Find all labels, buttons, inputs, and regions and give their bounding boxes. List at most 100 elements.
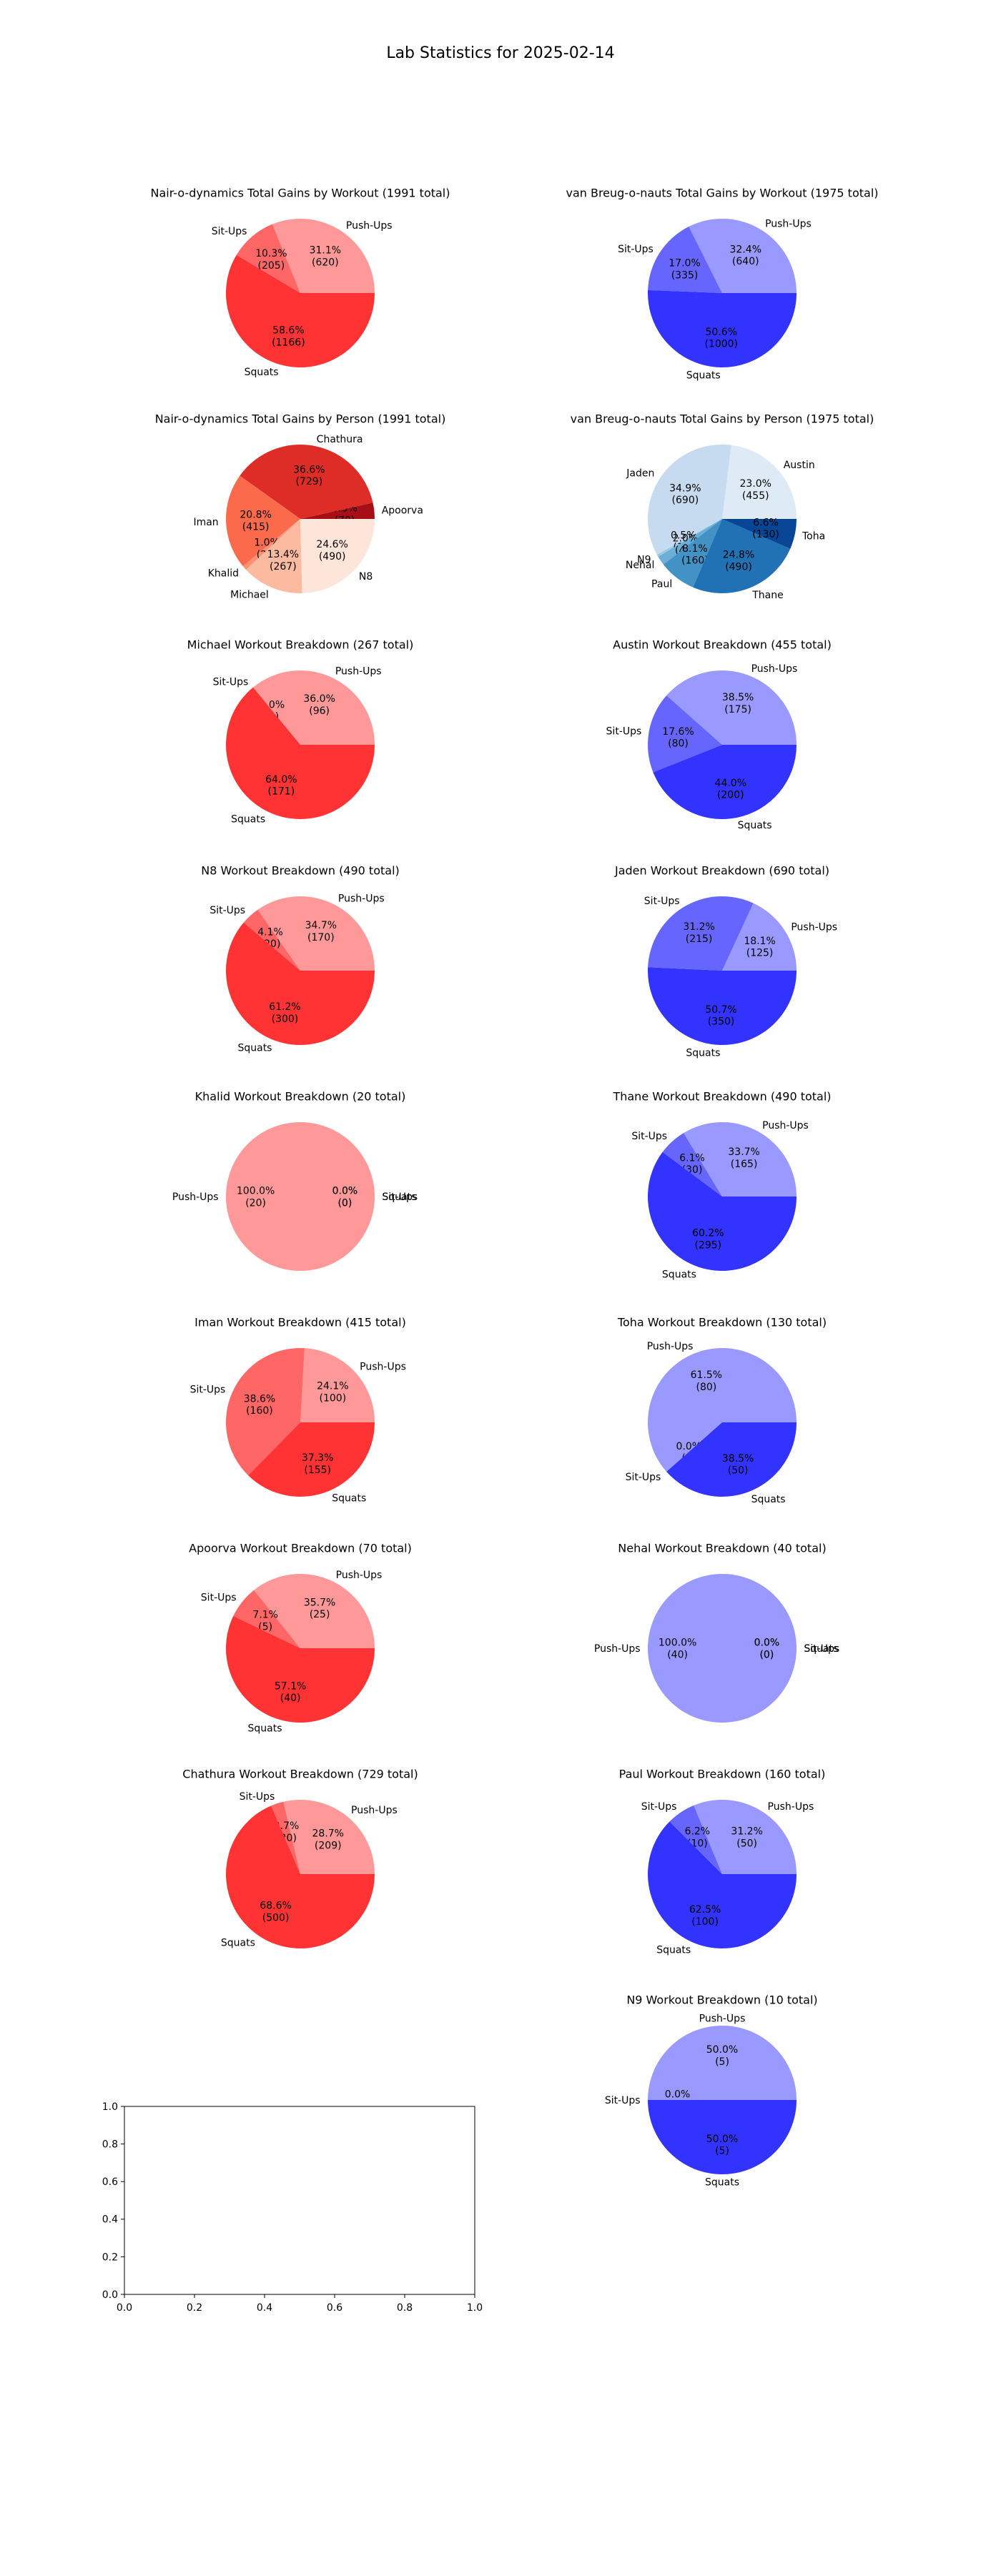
pie-label: Squats: [221, 1937, 255, 1948]
pie-label: Push-Ups: [335, 665, 382, 677]
pie-chart-4: Michael Workout Breakdown (267 total) Pus…: [187, 638, 414, 826]
pie-value-label: 0.0%(0): [332, 1186, 358, 1209]
empty-axes-16: 0.0 0.2 0.4 0.6 0.8 1.0 0.0 0.2 0.4 0.6 0.8 1.0: [102, 2101, 483, 2314]
pie-value-label: 28.7% (209): [312, 1828, 344, 1852]
pie-label: Push-Ups: [768, 1801, 814, 1813]
pie-value-label: 31.2% (50): [731, 1826, 762, 1850]
pie-label: Squats: [751, 1494, 786, 1505]
pie-label: Push-Ups: [351, 1805, 398, 1816]
pie-chart-5: Austin Workout Breakdown (455 total) Push…: [606, 638, 832, 832]
pie-value-label: 24.8% (490): [723, 549, 754, 573]
pie-title: Nair-o-dynamics Total Gains by Person (1…: [155, 412, 446, 426]
pie-slice: [240, 445, 373, 519]
pie-value-label: 18.1% (125): [744, 936, 775, 959]
pie-slice: [226, 922, 375, 1045]
pie-label: Push-Ups: [338, 893, 385, 904]
pie-value-label: 64.0% (171): [265, 774, 297, 798]
pie-slice: [300, 1348, 375, 1422]
pie-slice: [662, 1133, 722, 1197]
y-tick-label: 0.8: [102, 2139, 118, 2151]
pie-value-label: 35.7% (25): [304, 1597, 335, 1620]
pie-slice: [246, 519, 302, 593]
pie-label: Khalid: [208, 568, 239, 579]
pie-value-label: 31.2% (215): [683, 921, 714, 945]
pie-slice: [226, 475, 300, 567]
pie-slice: [648, 289, 797, 367]
y-tick-label: 0.6: [102, 2176, 118, 2188]
pie-title: Michael Workout Breakdown (267 total): [187, 638, 414, 652]
pie-label: Sit-Ups: [190, 1384, 226, 1396]
pie-value-label: 61.2% (300): [269, 1001, 300, 1025]
pie-label: Push-Ups: [751, 663, 798, 675]
pie-label: Chathura: [317, 434, 363, 445]
pie-label: Sit-Ups: [209, 905, 245, 916]
pie-value-label: 0.0%(0): [332, 1186, 358, 1209]
x-tick-label: 1.0: [467, 2302, 483, 2314]
pie-label: Push-Ups: [172, 1192, 219, 1203]
pie-slice: [300, 519, 375, 593]
pie-value-label: 61.5% (80): [691, 1369, 722, 1393]
pie-slice: [666, 670, 797, 745]
pie-slice: [233, 1590, 300, 1648]
pie-value-label: 34.7% (170): [305, 920, 337, 943]
pie-chart-7: Jaden Workout Breakdown (690 total) Push-…: [614, 864, 837, 1059]
pie-slice: [225, 1805, 375, 1948]
pie-title: Nair-o-dynamics Total Gains by Workout (…: [150, 187, 450, 200]
pie-slice: [648, 2026, 797, 2100]
pie-slice: [648, 1151, 797, 1271]
pie-label: Squats: [382, 1192, 416, 1203]
pie-slice: [669, 1805, 722, 1874]
pie-label: N9: [637, 554, 651, 565]
pie-chart-3: van Breug-o-nauts Total Gains by Person …: [571, 412, 874, 602]
pie-title: N9 Workout Breakdown (10 total): [626, 1993, 817, 2007]
pie-value-label: 13.4% (267): [267, 549, 299, 573]
pie-label: Sit-Ups: [382, 1192, 418, 1203]
pie-label: Squats: [686, 1047, 720, 1059]
pie-value-label: 50.0% (5): [706, 2134, 738, 2157]
pie-title: Apoorva Workout Breakdown (70 total): [189, 1542, 412, 1555]
pie-slice: [226, 254, 375, 368]
pie-chart-14: Chathura Workout Breakdown (729 total) Pu…: [182, 1768, 418, 1949]
pie-value-label: 0.0%(0): [754, 1638, 780, 1661]
pie-chart-10: Iman Workout Breakdown (415 total) Push-U…: [190, 1316, 406, 1505]
pie-chart-12: Apoorva Workout Breakdown (70 total) Push…: [189, 1542, 412, 1735]
pie-slice: [656, 519, 722, 557]
pie-value-label: 100.0% (40): [659, 1638, 696, 1661]
pie-slice: [243, 909, 300, 971]
pie-title: Toha Workout Breakdown (130 total): [617, 1316, 827, 1329]
pie-label: Squats: [245, 367, 279, 378]
pie-slice: [271, 1801, 300, 1874]
pie-slice: [648, 1821, 797, 1949]
pie-label: Push-Ups: [336, 1570, 383, 1581]
pie-chart-9: Thane Workout Breakdown (490 total) Push-…: [612, 1090, 831, 1281]
pie-chart-13: Nehal Workout Breakdown (40 total) Push-U…: [594, 1542, 839, 1723]
pie-label: Sit-Ups: [626, 1472, 661, 1483]
pie-value-label: 50.7% (350): [705, 1004, 736, 1028]
x-tick-label: 0.6: [327, 2302, 342, 2314]
pie-slice: [689, 218, 797, 293]
pie-value-label: 6.6% (130): [752, 517, 779, 540]
pie-chart-15: Paul Workout Breakdown (160 total) Push-U…: [619, 1768, 826, 1956]
pie-title: Iman Workout Breakdown (415 total): [194, 1316, 406, 1329]
pie-slice: [252, 670, 375, 745]
pie-value-label: 33.7% (165): [728, 1146, 759, 1170]
pie-value-label: 23.0% (455): [740, 478, 771, 502]
pie-label: Austin: [784, 460, 815, 471]
pie-slice: [648, 445, 731, 555]
pie-chart-6: N8 Workout Breakdown (490 total) Push-Ups…: [201, 864, 400, 1054]
pie-title: Jaden Workout Breakdown (690 total): [614, 864, 829, 878]
pie-chart-1: van Breug-o-nauts Total Gains by Workout…: [566, 187, 878, 382]
pie-label: Squats: [231, 813, 265, 825]
pie-label: N8: [359, 571, 373, 583]
pie-slice: [694, 1800, 797, 1874]
x-tick-label: 0.8: [397, 2302, 413, 2314]
pie-slice: [226, 1615, 375, 1723]
pie-label: Squats: [237, 1042, 272, 1054]
pie-label: Push-Ups: [699, 2013, 746, 2025]
pie-title: Chathura Workout Breakdown (729 total): [182, 1768, 418, 1781]
pie-slice: [236, 224, 300, 293]
pie-slice: [663, 519, 722, 588]
pie-slice: [248, 1422, 375, 1497]
pie-label: Sit-Ups: [201, 1592, 237, 1604]
pie-value-label: 31.1% (620): [310, 245, 341, 269]
